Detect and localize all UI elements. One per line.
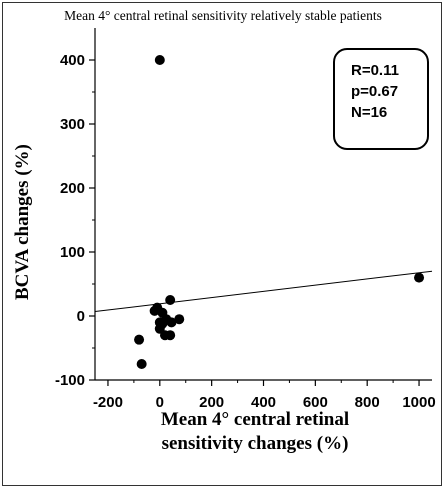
regression-line [94, 270, 433, 313]
data-point [134, 334, 145, 345]
data-point [157, 318, 168, 329]
data-point [174, 314, 185, 325]
stats-annotation-box: R=0.11 p=0.67 N=16 [333, 48, 429, 150]
data-point [166, 317, 177, 328]
y-tick-label: 0 [77, 308, 85, 325]
x-tick-label: 400 [251, 394, 276, 411]
x-axis-label-line-1: Mean 4° central retinal [160, 409, 350, 430]
y-tick-label: 400 [60, 52, 85, 69]
x-axis-label-line-2: sensitivity changes (%) [161, 432, 349, 454]
y-tick-label: 200 [60, 180, 85, 197]
y-tick-label: 100 [60, 244, 85, 261]
y-tick-label: 300 [60, 116, 85, 133]
x-tick-label: 0 [156, 394, 164, 411]
chart-title: Mean 4° central retinal sensitivity rela… [64, 8, 382, 23]
data-point [165, 295, 176, 305]
data-point [414, 272, 425, 283]
data-point [154, 55, 165, 65]
y-axis-label: BCVA changes (%) [12, 144, 33, 300]
x-tick-label: 1000 [402, 394, 435, 411]
data-point [136, 359, 147, 369]
x-tick-label: 200 [199, 394, 224, 411]
y-tick-label: -100 [55, 372, 85, 389]
stat-r: R=0.11 [351, 62, 399, 79]
stat-p: p=0.67 [351, 83, 399, 100]
x-axis-label: Mean 4° central retinal sensitivity chan… [100, 408, 410, 456]
data-point [149, 305, 160, 316]
stat-n: N=16 [351, 104, 388, 121]
data-point [165, 330, 176, 341]
x-tick-label: 800 [355, 394, 380, 411]
x-tick-label: 600 [303, 394, 328, 411]
x-tick-label: -200 [93, 394, 123, 411]
